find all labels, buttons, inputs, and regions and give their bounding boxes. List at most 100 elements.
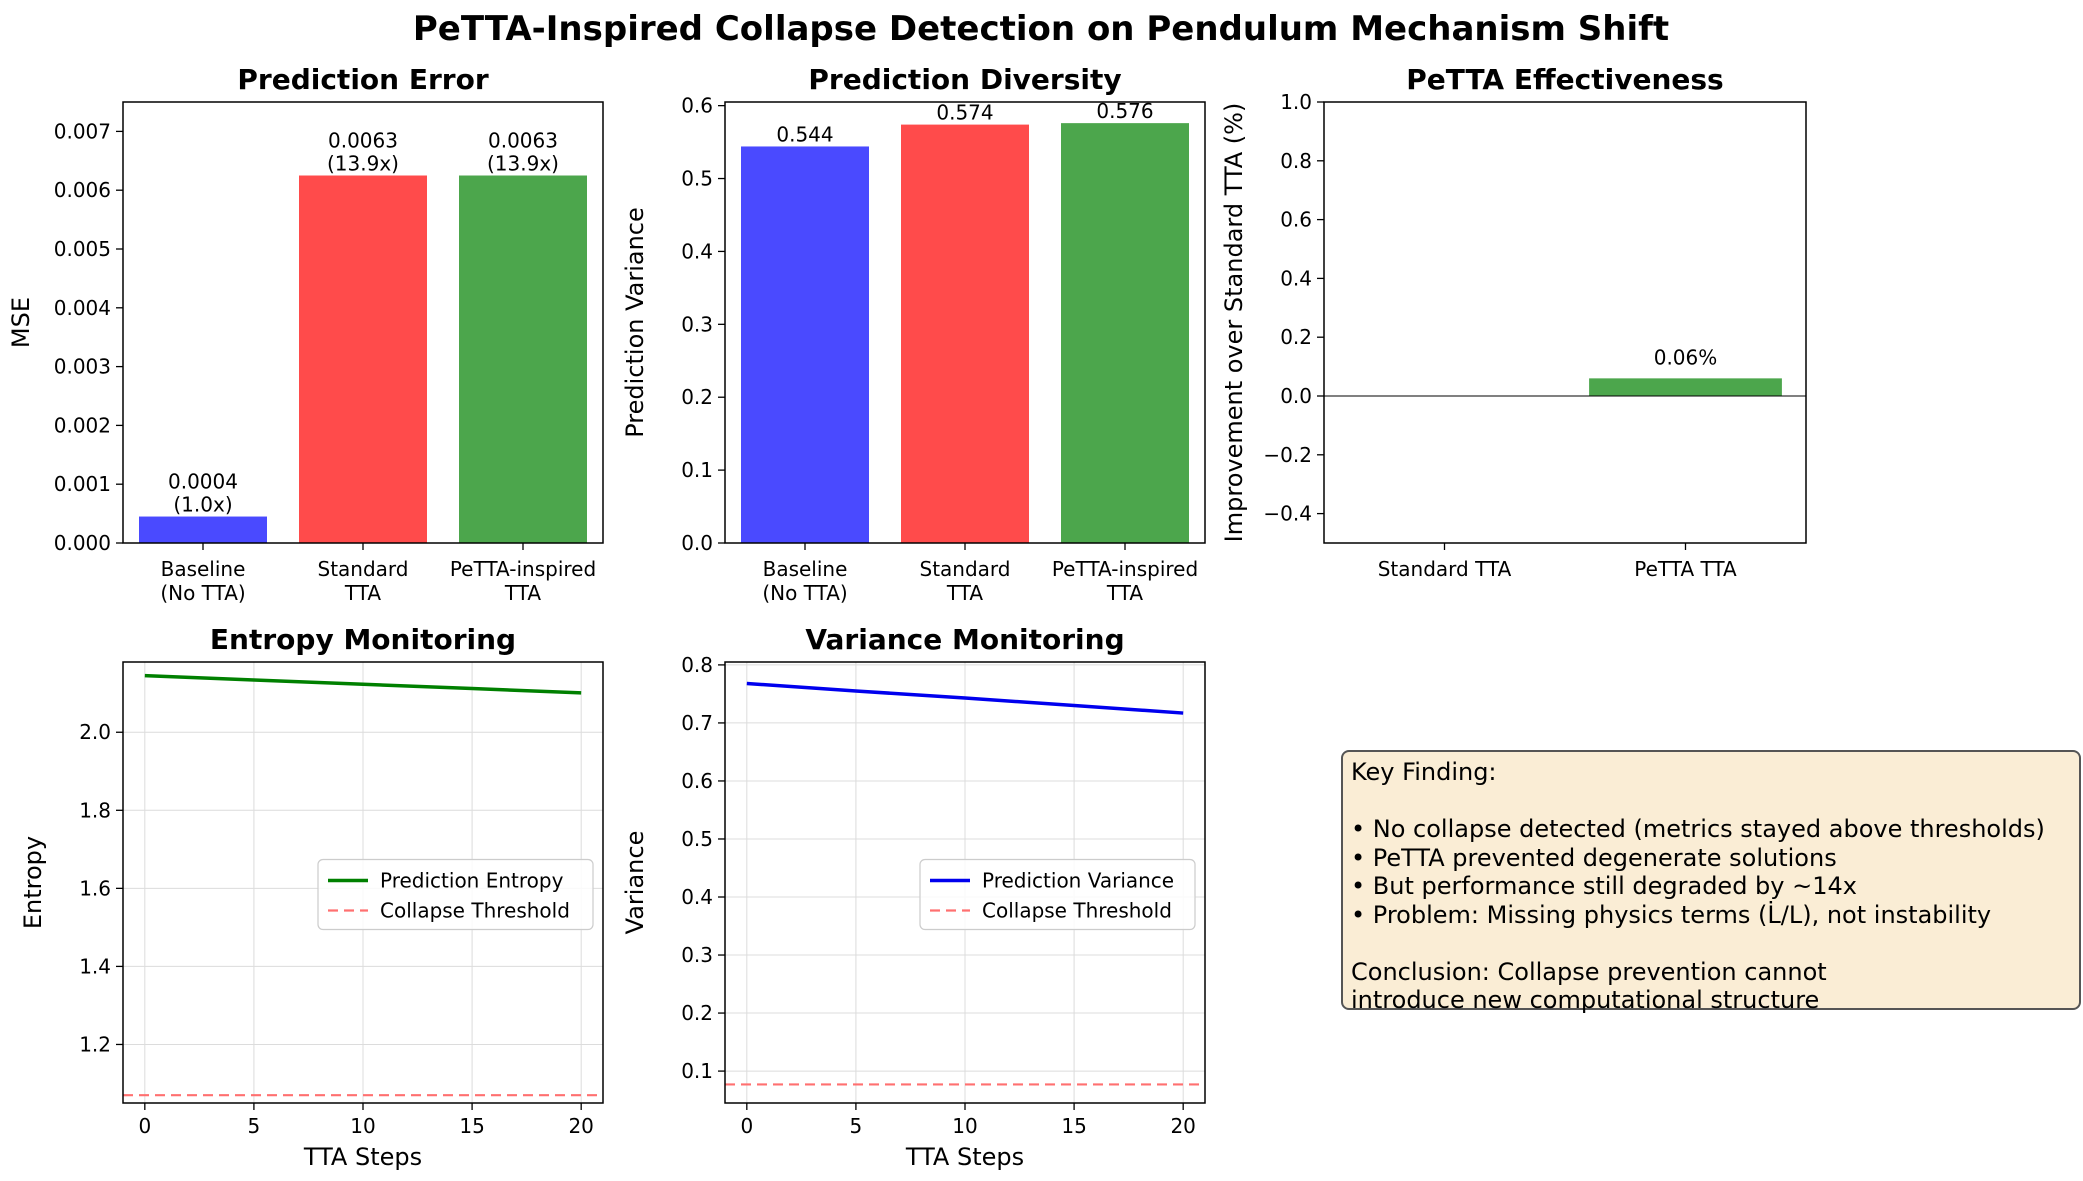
variance-title: Variance Monitoring <box>805 623 1124 656</box>
y-tick-label: 1.0 <box>1280 90 1312 114</box>
variance-axes-frame <box>724 661 1206 1104</box>
key-finding-line: • Problem: Missing physics terms (L̇/L),… <box>1351 900 1992 929</box>
x-tick-label: 10 <box>350 1114 375 1138</box>
error-ylabel: MSE <box>7 297 35 348</box>
effectiveness-title: PeTTA Effectiveness <box>1406 63 1723 96</box>
y-tick-label: 0.2 <box>681 385 713 409</box>
error-bar-label: (1.0x) <box>173 493 232 517</box>
diversity-axes-frame <box>724 101 1206 544</box>
entropy-axes-frame <box>122 661 604 1104</box>
legend-label: Prediction Variance <box>982 869 1174 893</box>
variance-ylabel: Variance <box>621 831 649 935</box>
y-tick-label: 0.0 <box>1280 384 1312 408</box>
y-tick-label: 0.8 <box>681 653 713 677</box>
x-tick-label: (No TTA) <box>160 581 245 605</box>
entropy-chart: Entropy Monitoring 1.2 1.4 1.6 1.8 2.0 Entropy… <box>19 623 604 1171</box>
x-tick-label: 20 <box>568 1114 593 1138</box>
x-tick-label: TTA <box>946 581 984 605</box>
diversity-bar <box>741 146 869 543</box>
x-tick-label: 20 <box>1170 1114 1195 1138</box>
y-tick-label: 0.001 <box>54 472 111 496</box>
diversity-bar <box>1061 123 1189 543</box>
y-tick-label: 0.5 <box>681 167 713 191</box>
x-tick-label: TTA <box>504 581 542 605</box>
variance-chart: Variance Monitoring 0.1 0.2 0.3 0.4 0.5 0.6 0.7… <box>621 623 1206 1171</box>
entropy-ylabel: Entropy <box>19 836 47 929</box>
x-tick-label: 15 <box>1061 1114 1086 1138</box>
x-tick-label: Standard TTA <box>1378 557 1512 581</box>
y-tick-label: 0.1 <box>681 458 713 482</box>
x-tick-label: PeTTA TTA <box>1634 557 1737 581</box>
x-tick-label: 0 <box>138 1114 151 1138</box>
x-tick-label: Baseline <box>161 557 246 581</box>
y-tick-label: 1.4 <box>79 954 111 978</box>
y-tick-label: 0.6 <box>1280 208 1312 232</box>
x-tick-label: PeTTA-inspired <box>1052 557 1198 581</box>
y-tick-label: 0.002 <box>54 413 111 437</box>
y-tick-label: 0.0 <box>681 531 713 555</box>
y-tick-label: 0.3 <box>681 312 713 336</box>
effectiveness-axes-frame <box>1323 101 1807 544</box>
key-finding-line <box>1351 787 2071 816</box>
x-tick-label: 10 <box>952 1114 977 1138</box>
key-finding-lines: Key Finding: • No collapse detected (metr… <box>1351 758 2071 1015</box>
y-tick-label: 1.8 <box>79 798 111 822</box>
legend-label: Collapse Threshold <box>380 899 570 923</box>
error-bar-label: 0.0063 <box>488 129 558 153</box>
diversity-chart: Prediction Diversity 0.0 0.1 0.2 0.3 0.4 0.5 0.… <box>621 63 1206 605</box>
y-tick-label: 0.6 <box>681 94 713 118</box>
effectiveness-chart: PeTTA Effectiveness −0.4 −0.2 0.0 0.2 0.4 0.6 0… <box>1220 63 1807 581</box>
diversity-bar-label: 0.576 <box>1096 99 1153 123</box>
diversity-bar-label: 0.574 <box>936 101 993 125</box>
key-finding-line: introduce new computational structure <box>1351 986 1820 1014</box>
error-bar-label: 0.0063 <box>328 129 398 153</box>
y-tick-label: 0.4 <box>681 885 713 909</box>
y-tick-label: 0.5 <box>681 827 713 851</box>
error-axes-frame <box>122 101 604 544</box>
y-tick-label: 0.4 <box>1280 266 1312 290</box>
diversity-title: Prediction Diversity <box>808 63 1121 96</box>
x-tick-label: (No TTA) <box>762 581 847 605</box>
error-bar-label: 0.0004 <box>168 470 238 494</box>
y-tick-label: 2.0 <box>79 720 111 744</box>
effectiveness-bar-label: 0.06% <box>1654 345 1718 369</box>
key-finding-line: Conclusion: Collapse prevention cannot <box>1351 957 1827 986</box>
error-title: Prediction Error <box>237 63 488 96</box>
y-tick-label: 0.004 <box>54 296 111 320</box>
x-tick-label: 0 <box>740 1114 753 1138</box>
y-tick-label: 1.6 <box>79 876 111 900</box>
y-tick-label: 1.2 <box>79 1032 111 1056</box>
key-finding-line <box>1351 929 2071 958</box>
variance-legend <box>919 858 1196 931</box>
y-tick-label: 0.2 <box>681 1001 713 1025</box>
diversity-ylabel: Prediction Variance <box>621 207 649 438</box>
x-tick-label: TTA <box>344 581 382 605</box>
error-bar-label: (13.9x) <box>487 152 559 176</box>
entropy-legend <box>317 858 594 931</box>
x-tick-label: 5 <box>248 1114 261 1138</box>
y-tick-label: −0.2 <box>1263 443 1312 467</box>
x-tick-label: TTA <box>1106 581 1144 605</box>
legend-label: Prediction Entropy <box>380 869 564 893</box>
x-tick-label: Baseline <box>763 557 848 581</box>
key-finding-line: • No collapse detected (metrics stayed a… <box>1351 815 2045 843</box>
effectiveness-bar <box>1589 378 1782 396</box>
y-tick-label: −0.4 <box>1263 502 1312 526</box>
y-tick-label: 0.006 <box>54 178 111 202</box>
x-tick-label: PeTTA-inspired <box>450 557 596 581</box>
legend-label: Collapse Threshold <box>982 899 1172 923</box>
x-tick-label: 15 <box>459 1114 484 1138</box>
error-chart: Prediction Error 0.000 0.001 0.002 0.003 0.00… <box>7 63 604 605</box>
diversity-bar-label: 0.544 <box>776 122 833 146</box>
entropy-xlabel: TTA Steps <box>303 1143 422 1171</box>
x-tick-label: Standard <box>920 557 1011 581</box>
y-tick-label: 0.007 <box>54 119 111 143</box>
error-bar-label: (13.9x) <box>327 152 399 176</box>
key-finding-line: • PeTTA prevented degenerate solutions <box>1351 843 1837 872</box>
y-tick-label: 0.003 <box>54 355 111 379</box>
key-finding-line: Key Finding: <box>1351 758 1497 786</box>
effectiveness-ylabel: Improvement over Standard TTA (%) <box>1220 103 1248 543</box>
variance-series-line <box>746 681 1184 715</box>
error-bar <box>459 175 587 543</box>
y-tick-label: 0.005 <box>54 237 111 261</box>
